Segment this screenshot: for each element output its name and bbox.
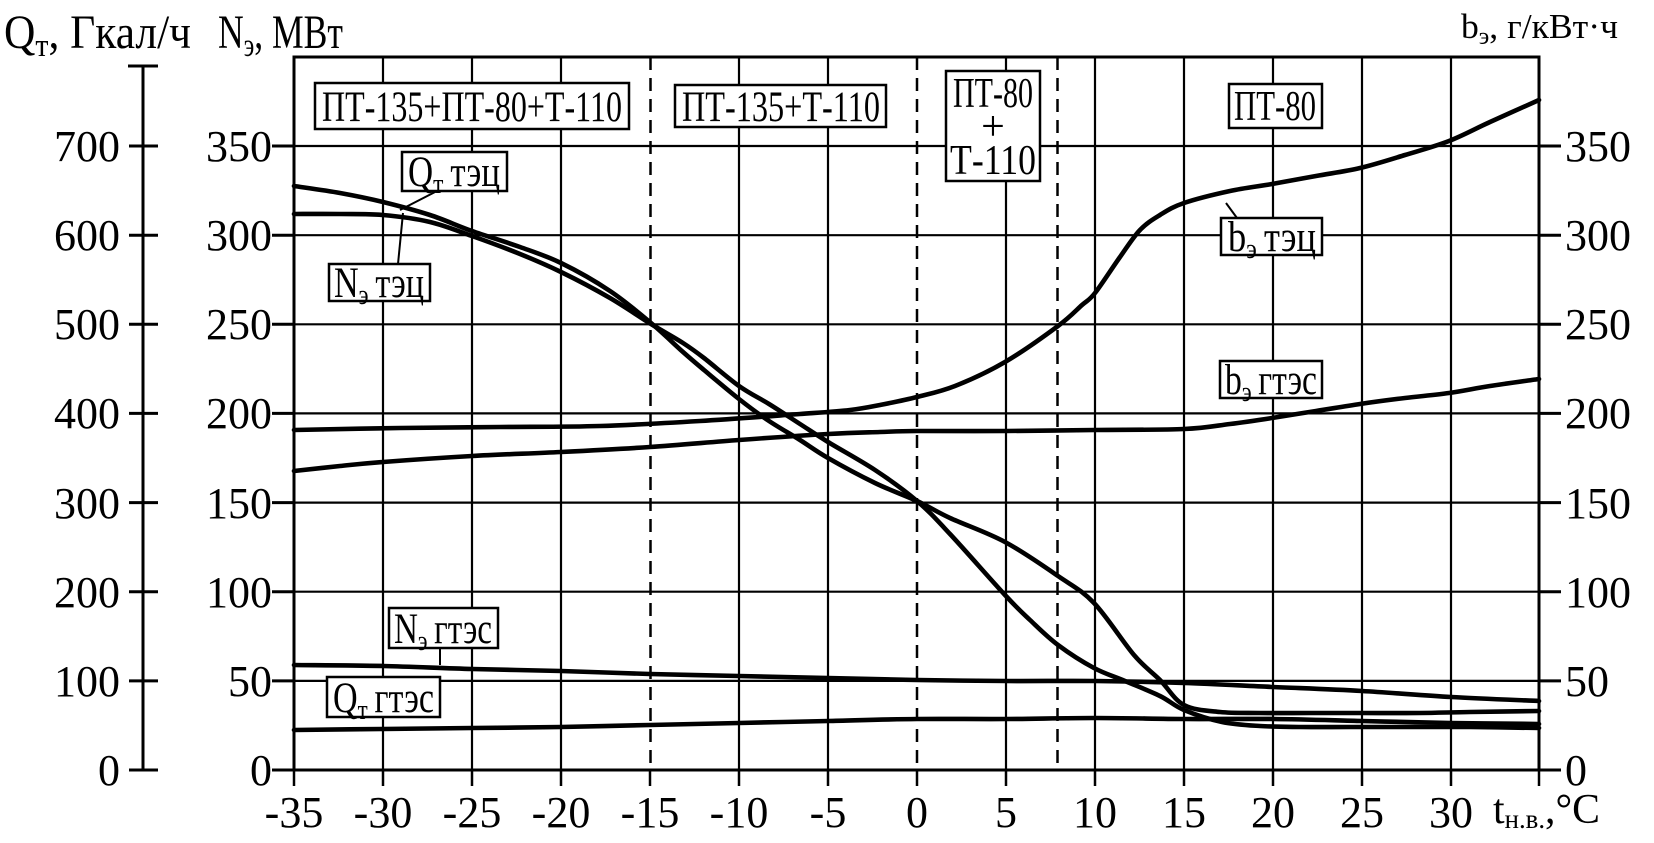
svg-text:200: 200 <box>1565 389 1631 438</box>
svg-text:150: 150 <box>1565 479 1631 528</box>
svg-text:-35: -35 <box>265 788 324 837</box>
svg-text:100: 100 <box>206 568 272 617</box>
svg-text:300: 300 <box>54 479 120 528</box>
svg-text:-30: -30 <box>354 788 413 837</box>
svg-text:tн.в.,°С: tн.в.,°С <box>1493 787 1600 834</box>
svg-text:25: 25 <box>1340 788 1384 837</box>
svg-text:Qт гтэс: Qт гтэс <box>333 675 434 726</box>
svg-text:-15: -15 <box>621 788 680 837</box>
svg-text:ПТ-80: ПТ-80 <box>953 71 1033 117</box>
svg-text:-5: -5 <box>810 788 847 837</box>
svg-text:ПТ-80: ПТ-80 <box>1234 84 1316 130</box>
svg-text:ПТ-135+Т-110: ПТ-135+Т-110 <box>682 84 880 131</box>
svg-text:100: 100 <box>54 657 120 706</box>
svg-text:100: 100 <box>1565 568 1631 617</box>
svg-text:0: 0 <box>98 746 120 795</box>
svg-text:bэ, г/кВт·ч: bэ, г/кВт·ч <box>1461 7 1618 50</box>
svg-text:-25: -25 <box>443 788 502 837</box>
svg-text:Т-110: Т-110 <box>950 138 1036 184</box>
svg-text:250: 250 <box>206 300 272 349</box>
svg-text:10: 10 <box>1073 788 1117 837</box>
svg-text:Nэ тэц: Nэ тэц <box>334 260 424 311</box>
svg-text:600: 600 <box>54 211 120 260</box>
svg-text:500: 500 <box>54 300 120 349</box>
svg-text:Nэ, МВт: Nэ, МВт <box>218 6 343 64</box>
svg-text:50: 50 <box>228 657 272 706</box>
svg-text:250: 250 <box>1565 300 1631 349</box>
svg-text:150: 150 <box>206 479 272 528</box>
svg-text:0: 0 <box>250 746 272 795</box>
svg-text:Nэ гтэс: Nэ гтэс <box>394 606 492 657</box>
svg-text:20: 20 <box>1251 788 1295 837</box>
svg-text:200: 200 <box>206 389 272 438</box>
svg-text:50: 50 <box>1565 657 1609 706</box>
svg-text:bэ гтэс: bэ гтэс <box>1225 357 1317 408</box>
svg-text:400: 400 <box>54 389 120 438</box>
svg-text:0: 0 <box>1565 746 1587 795</box>
svg-text:350: 350 <box>206 122 272 171</box>
svg-text:5: 5 <box>995 788 1017 837</box>
svg-text:350: 350 <box>1565 122 1631 171</box>
svg-text:+: + <box>981 104 1005 150</box>
svg-text:-10: -10 <box>710 788 769 837</box>
svg-text:700: 700 <box>54 122 120 171</box>
svg-text:15: 15 <box>1162 788 1206 837</box>
svg-text:300: 300 <box>206 211 272 260</box>
svg-text:300: 300 <box>1565 211 1631 260</box>
svg-text:30: 30 <box>1429 788 1473 837</box>
svg-text:ПТ-135+ПТ-80+Т-110: ПТ-135+ПТ-80+Т-110 <box>322 84 622 131</box>
svg-text:Qт, Гкал/ч: Qт, Гкал/ч <box>4 6 191 64</box>
svg-text:Qт тэц: Qт тэц <box>408 149 500 200</box>
svg-text:bэ тэц: bэ тэц <box>1228 214 1316 265</box>
svg-text:200: 200 <box>54 568 120 617</box>
svg-text:-20: -20 <box>532 788 591 837</box>
svg-text:0: 0 <box>906 788 928 837</box>
